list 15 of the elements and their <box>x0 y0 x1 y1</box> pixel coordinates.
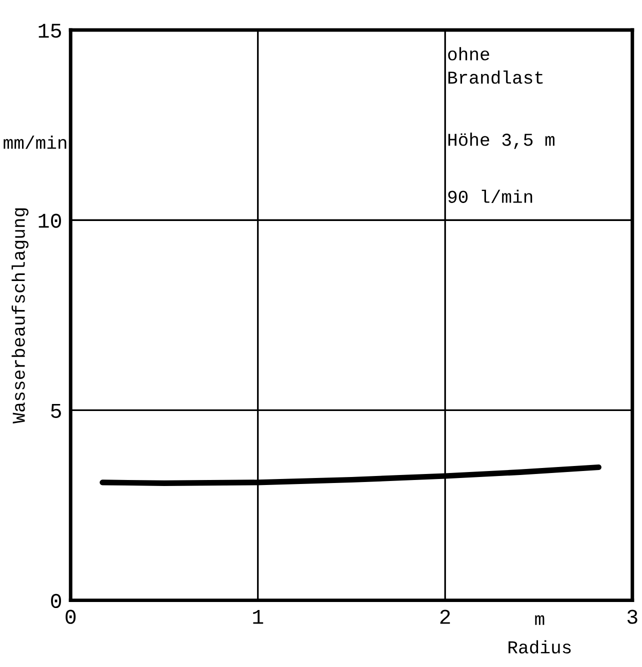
x-tick-label: 0 <box>66 610 76 624</box>
x-tick-label: 3 <box>627 610 638 624</box>
annotation: Höhe 3,5 m <box>448 132 554 149</box>
y-tick-label: 5 <box>51 404 61 418</box>
annotation: ohne Brandlast <box>448 47 543 84</box>
annotation: 90 l/min <box>448 190 532 203</box>
x-tick-label: 2 <box>440 610 450 624</box>
y-axis-title: Wasserbeaufschlagung <box>12 208 28 424</box>
x-axis-title: Radius <box>508 640 571 654</box>
y-tick-label: 0 <box>51 594 62 608</box>
y-tick-label: 15 <box>38 24 61 38</box>
x-tick-label: 1 <box>253 610 264 624</box>
y-tick-label: 10 <box>38 214 62 228</box>
text: m <box>535 615 544 625</box>
text: mm/min <box>4 136 66 149</box>
